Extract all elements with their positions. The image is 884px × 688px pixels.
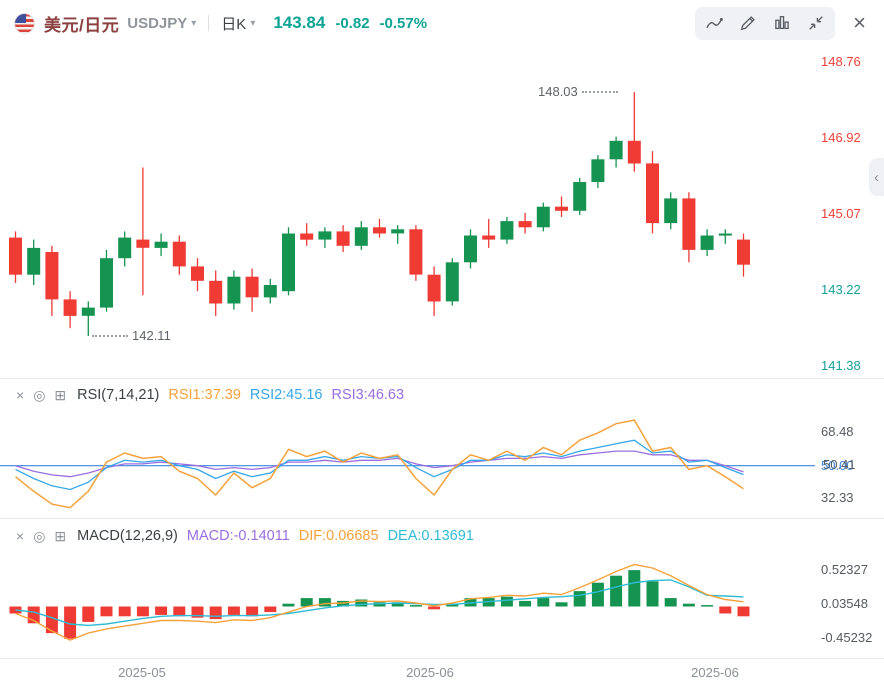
dea-value: DEA:0.13691 xyxy=(387,528,474,544)
price-axis-label: 143.22 xyxy=(821,282,861,297)
chevron-left-icon: ‹ xyxy=(874,168,879,186)
macd-expand-icon[interactable]: ⊞ xyxy=(54,528,67,544)
rsi-title: RSI(7,14,21) xyxy=(77,387,160,403)
panel-divider xyxy=(0,658,884,659)
chart-header: 美元/日元 USDJPY ▾ 日K ▾ 143.84 -0.82 -0.57% xyxy=(0,0,884,46)
rsi3-value: RSI3:46.63 xyxy=(331,387,405,403)
macd-panel-header: × ◎ ⊞ MACD(12,26,9) MACD:-0.14011 DIF:0.… xyxy=(16,528,474,544)
price-axis-label: 146.92 xyxy=(821,130,861,145)
panel-divider xyxy=(0,378,884,379)
rsi-axis-label: 32.33 xyxy=(821,490,854,505)
rsi-fifty-line-label: 50.00 xyxy=(821,458,854,473)
pencil-icon xyxy=(740,16,756,31)
macd-axis-label: 0.03548 xyxy=(821,596,868,611)
price-axis-label: 141.38 xyxy=(821,358,861,373)
indicators-button[interactable] xyxy=(765,10,799,37)
dif-value: DIF:0.06685 xyxy=(298,528,379,544)
low-annotation-label: 142.11 xyxy=(132,328,171,343)
flag-canton xyxy=(15,13,26,23)
macd-panel-canvas[interactable] xyxy=(0,518,815,658)
macd-title: MACD(12,26,9) xyxy=(77,528,178,544)
header-divider xyxy=(208,15,210,31)
x-axis-label: 2025-06 xyxy=(406,665,454,680)
macd-value: MACD:-0.14011 xyxy=(186,528,290,544)
low-annotation-dots xyxy=(92,334,128,337)
high-annotation-label: 148.03 xyxy=(538,84,578,99)
collapse-arrows-icon xyxy=(809,16,823,30)
high-annotation: 148.03 xyxy=(538,84,618,99)
symbol-dropdown-caret[interactable]: ▾ xyxy=(191,17,197,29)
close-button[interactable]: × xyxy=(853,10,866,35)
price-axis-label: 145.07 xyxy=(821,206,861,221)
panel-divider xyxy=(0,518,884,519)
macd-close-icon[interactable]: × xyxy=(16,528,25,544)
rsi1-value: RSI1:37.39 xyxy=(168,387,241,403)
timeframe-selector[interactable]: 日K xyxy=(221,15,247,33)
rsi-panel-header: × ◎ ⊞ RSI(7,14,21) RSI1:37.39 RSI2:45.16… xyxy=(16,387,404,403)
price-change-pct: -0.57% xyxy=(379,14,428,32)
rsi-expand-icon[interactable]: ⊞ xyxy=(54,387,67,403)
indicator-bars-icon xyxy=(775,16,789,30)
macd-axis-label: 0.52327 xyxy=(821,562,868,577)
rsi-close-icon[interactable]: × xyxy=(16,387,25,403)
x-axis-label: 2025-05 xyxy=(118,665,166,680)
chart-style-button[interactable] xyxy=(697,10,731,37)
macd-axis-label: -0.45232 xyxy=(821,630,873,645)
timeframe-dropdown-caret[interactable]: ▾ xyxy=(250,17,256,29)
main-chart-canvas[interactable] xyxy=(0,46,815,378)
draw-button[interactable] xyxy=(731,10,765,37)
pair-title: 美元/日元 xyxy=(44,15,120,35)
low-annotation: 142.11 xyxy=(92,328,171,343)
line-chart-icon xyxy=(705,17,723,28)
collapse-sidebar-tab[interactable]: ‹ xyxy=(869,158,884,196)
price-axis-label: 148.76 xyxy=(821,54,861,69)
last-price: 143.84 xyxy=(273,13,326,32)
macd-settings-icon[interactable]: ◎ xyxy=(33,528,46,544)
rsi-settings-icon[interactable]: ◎ xyxy=(33,387,46,403)
rsi-panel-canvas[interactable] xyxy=(0,378,815,518)
rsi-axis-label: 68.48 xyxy=(821,424,854,439)
collapse-chart-button[interactable] xyxy=(799,10,833,37)
x-axis-label: 2025-06 xyxy=(691,665,739,680)
high-annotation-dots xyxy=(581,90,618,93)
usd-flag-icon xyxy=(14,12,35,34)
pair-symbol[interactable]: USDJPY xyxy=(127,14,188,32)
chart-toolbar xyxy=(695,6,836,40)
rsi-axis-label: 50.41 xyxy=(823,457,856,472)
price-change: -0.82 xyxy=(335,14,370,32)
rsi2-value: RSI2:45.16 xyxy=(249,387,323,403)
